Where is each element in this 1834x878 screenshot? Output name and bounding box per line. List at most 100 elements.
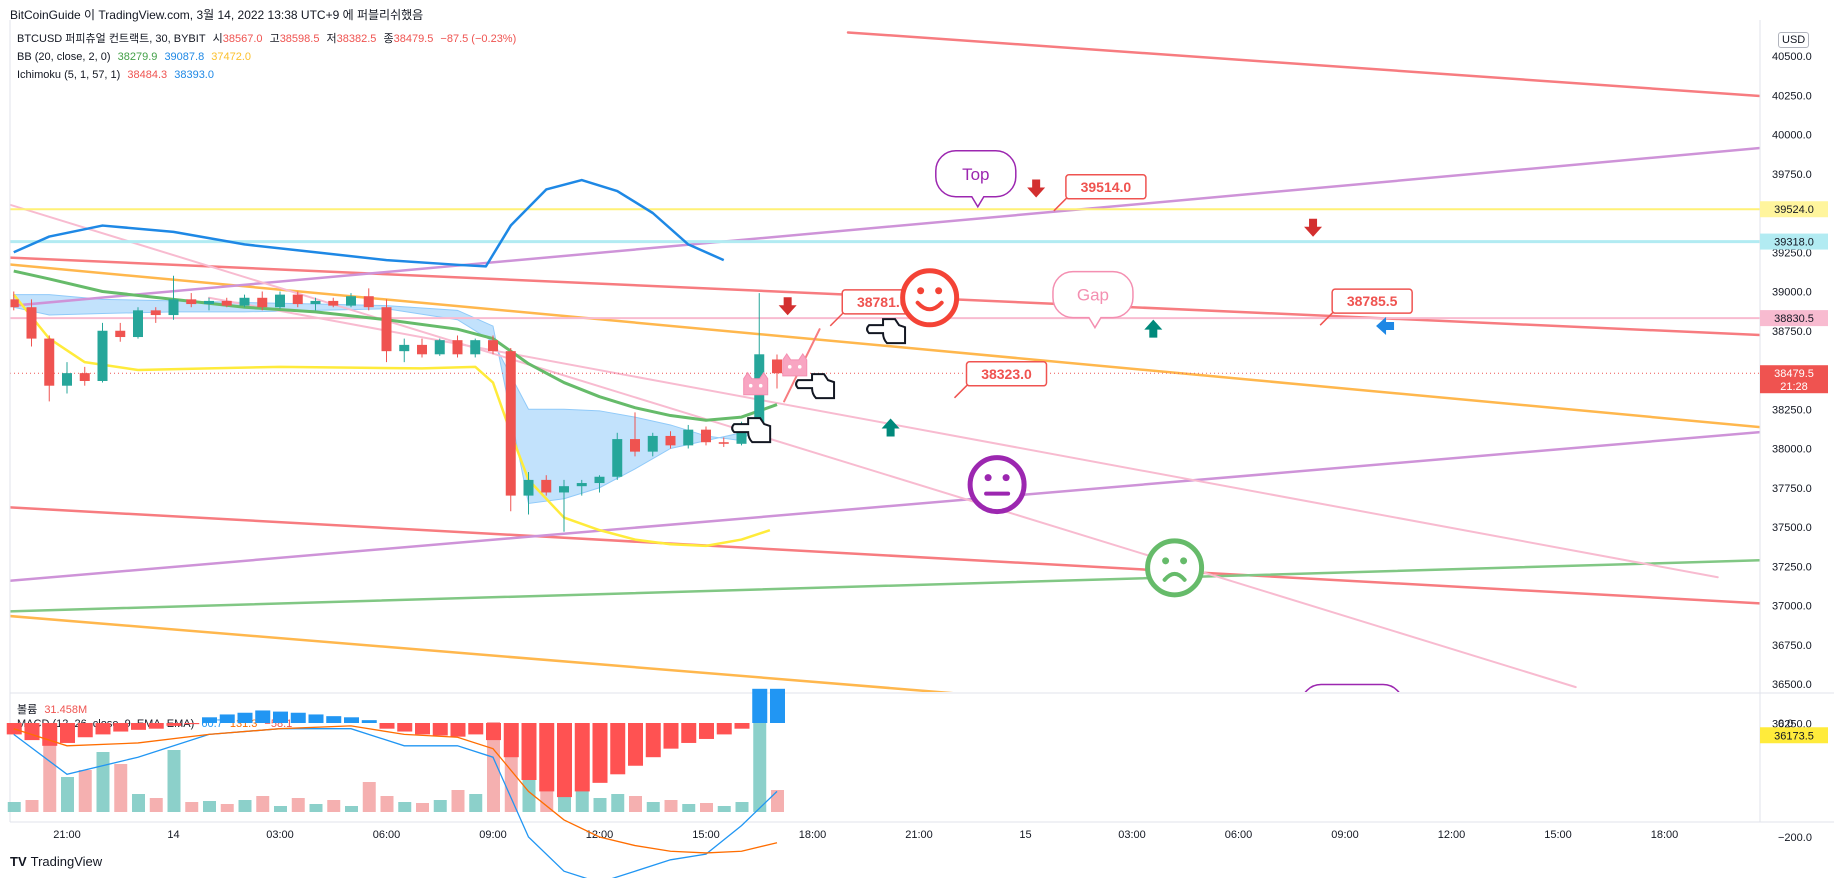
- price-label-pointer: [829, 311, 845, 327]
- y-tick-label: 37500.0: [1772, 522, 1812, 534]
- trend-line-pink-fan-b: [208, 296, 1719, 579]
- symbol-line: BTCUSD 퍼피츄얼 컨트랙트, 30, BYBIT: [17, 33, 206, 45]
- price-label-pointer: [953, 383, 970, 399]
- face-eye: [1162, 557, 1170, 565]
- candle-body: [630, 439, 640, 452]
- macd-histogram-bar: [592, 723, 608, 783]
- y-tick-label: 40250.0: [1772, 90, 1812, 102]
- macd-histogram-bar: [344, 717, 359, 723]
- macd-histogram-bar: [326, 716, 342, 723]
- smile-face-icon: [900, 268, 960, 328]
- arrow-down-icon: [1027, 179, 1046, 198]
- price-axis-badge-text: 38830.5: [1774, 313, 1814, 325]
- volume-bar: [309, 804, 323, 812]
- candle-body: [665, 435, 676, 446]
- macd-histogram-bar: [450, 723, 466, 737]
- price-axis-badge: [1760, 727, 1828, 744]
- candle-body: [168, 299, 179, 316]
- face-mouth: [1162, 571, 1187, 582]
- price-label-text: 38323.0: [981, 366, 1032, 382]
- x-tick-label: 09:00: [479, 829, 507, 841]
- bb-label: BB (20, close, 2, 0): [17, 51, 111, 63]
- volume-label: 볼륨: [17, 704, 38, 716]
- face-eye: [1180, 557, 1188, 565]
- candle-body: [381, 307, 392, 352]
- volume-bar: [504, 756, 518, 812]
- bb-upper-value: 39087.8: [164, 51, 205, 63]
- macd-label: MACD (12, 26, close, 9, EMA, EMA): [17, 718, 195, 730]
- ichimoku-value-2: 38393.0: [174, 69, 214, 81]
- close-label: 종: [383, 33, 394, 45]
- face-mouth: [915, 300, 944, 312]
- trend-line-arrow-path: [783, 328, 821, 403]
- y-tick-label: 38750.0: [1772, 326, 1812, 338]
- x-tick-label: 18:00: [799, 829, 827, 841]
- arrow-left-icon: [1376, 317, 1395, 336]
- volume-bar: [433, 800, 447, 812]
- volume-bar: [291, 798, 305, 812]
- macd-histogram-bar: [379, 723, 395, 729]
- bb-upper-line: [13, 178, 725, 268]
- volume-bar: [132, 794, 145, 812]
- trend-line-purple-lower: [10, 430, 1760, 583]
- candle-body: [62, 373, 72, 386]
- candle-body: [97, 330, 108, 381]
- volume-bar: [167, 750, 181, 812]
- x-tick-label: 06:00: [373, 829, 401, 841]
- publisher-line: BitCoinGuide 이 TradingView.com, 3월 14, 2…: [10, 8, 424, 22]
- face-eye: [917, 287, 925, 295]
- x-tick-label: 06:00: [1225, 829, 1253, 841]
- arrow-up-icon: [881, 418, 900, 437]
- x-tick-label: 12:00: [1438, 829, 1466, 841]
- face-eye: [1002, 474, 1010, 482]
- y-tick-label: 39000.0: [1772, 287, 1812, 299]
- currency-badge[interactable]: USD: [1778, 32, 1810, 48]
- signal-value: 131.3: [229, 718, 258, 730]
- y-tick-label: 39250.0: [1772, 247, 1812, 259]
- macd-histogram-bar: [468, 723, 484, 735]
- candle-body: [363, 296, 374, 308]
- bb-lower-value: 37472.0: [211, 51, 252, 63]
- candle-body: [452, 340, 463, 355]
- y-tick-label: 40500.0: [1772, 51, 1812, 63]
- macd-histogram-bar: [308, 714, 324, 723]
- bb-lower-line: [12, 293, 771, 548]
- signal-line: [13, 725, 778, 854]
- trend-line-blue-bottom: [1008, 730, 1771, 747]
- volume-bar: [398, 802, 412, 812]
- volume-value: 31.458M: [44, 704, 88, 716]
- x-tick-label: 12:00: [586, 829, 614, 841]
- candle-body: [736, 424, 747, 444]
- pointing-hand-icon: [731, 417, 772, 444]
- candle-body: [239, 297, 250, 306]
- candle-body: [115, 330, 126, 338]
- macd-y-tick-label: −200.0: [1778, 832, 1812, 844]
- x-tick-label: 18:00: [1651, 829, 1679, 841]
- tradingview-footer: TV TradingView: [10, 854, 102, 869]
- macd-histogram-bar: [681, 723, 697, 743]
- price-axis-badge: [1760, 310, 1828, 327]
- candle-body: [594, 476, 605, 484]
- candle-body: [754, 354, 765, 425]
- price-axis-badge: [1760, 365, 1828, 394]
- volume-bar: [78, 770, 92, 812]
- callout-bubble: [1052, 270, 1134, 330]
- y-tick-label: 37000.0: [1772, 601, 1812, 613]
- macd-histogram-bar: [734, 723, 750, 729]
- candle-body: [772, 359, 782, 374]
- volume-bar: [646, 802, 660, 812]
- candle-body: [470, 340, 481, 355]
- volume-bar: [469, 794, 483, 812]
- x-tick-label: 14: [167, 829, 179, 841]
- macd-histogram-bar: [610, 723, 626, 775]
- pointing-hand-icon: [795, 373, 836, 400]
- trend-line-red-lower: [10, 506, 1760, 605]
- ichimoku-label: Ichimoku (5, 1, 57, 1): [17, 69, 121, 81]
- price-label-pointer: [1053, 196, 1069, 212]
- macd-legend: MACD (12, 26, close, 9, EMA, EMA) 60.7 1…: [17, 718, 296, 730]
- macd-histogram-bar: [645, 723, 661, 758]
- trend-line-orange-upper: [10, 263, 1760, 429]
- macd-histogram-bar: [699, 723, 714, 739]
- macd-histogram-bar: [397, 723, 413, 732]
